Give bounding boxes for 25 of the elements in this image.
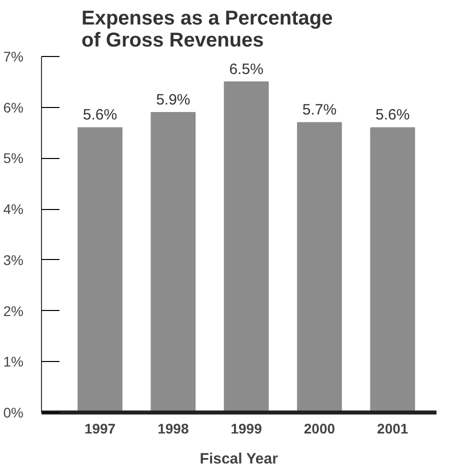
y-tick-label: 0%	[3, 404, 24, 420]
x-tick-label: 1997	[84, 420, 116, 436]
bar	[150, 112, 196, 412]
y-tick-label: 1%	[3, 354, 24, 370]
bar	[297, 122, 342, 412]
data-label: 5.6%	[376, 106, 410, 124]
data-label: 5.6%	[82, 106, 118, 124]
y-tick-label: 7%	[3, 48, 24, 64]
x-tick-label: 2001	[377, 420, 408, 436]
bar	[78, 127, 122, 412]
data-label: 6.5%	[229, 60, 264, 78]
x-tick-label: 1998	[158, 420, 189, 436]
y-tick-label: 5%	[3, 150, 24, 166]
y-tick-label: 4%	[3, 201, 24, 218]
y-tick-label: 6%	[3, 99, 24, 116]
y-tick-label: 2%	[3, 302, 24, 319]
x-tick-label: 1999	[230, 420, 262, 436]
data-label: 5.9%	[156, 91, 190, 108]
x-axis-title: Fiscal Year	[200, 450, 278, 468]
data-label: 5.7%	[302, 102, 337, 119]
y-tick-label: 3%	[3, 252, 24, 268]
bar	[370, 127, 416, 412]
x-tick-label: 2000	[304, 420, 336, 436]
chart-title: Expenses as a Percentage of Gross Revenues	[82, 8, 333, 52]
bar	[224, 81, 269, 412]
